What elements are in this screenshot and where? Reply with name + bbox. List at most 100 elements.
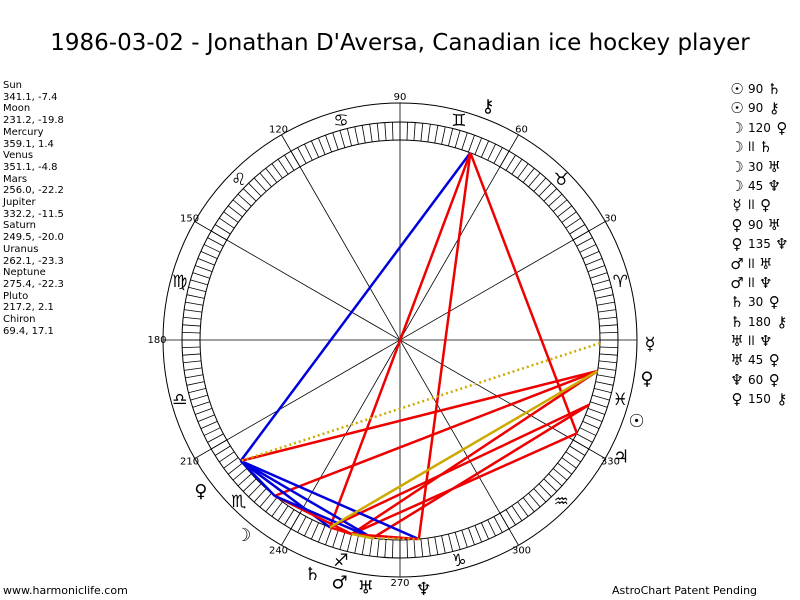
aspect-planet-2-icon: ⚷ (768, 99, 780, 118)
degree-tick (528, 492, 541, 508)
aspect-planet-1-icon: ♀ (731, 215, 743, 234)
degree-tick (420, 538, 424, 557)
aries-glyph: ♈ (613, 272, 628, 292)
aspect-row: ♀ 90 ♅ (729, 216, 790, 235)
degree-tick (454, 130, 461, 148)
degree-tick (369, 124, 373, 143)
degree-tick (598, 360, 617, 364)
degree-tick (237, 473, 252, 487)
degree-label: 180 (147, 335, 166, 346)
degree-tick (505, 154, 516, 171)
aspect-type: 30 (748, 295, 764, 310)
degree-tick (219, 217, 235, 229)
scorpio-glyph: ♏ (231, 492, 246, 512)
degree-tick (487, 519, 496, 537)
degree-tick (354, 535, 359, 554)
degree-tick (376, 123, 380, 142)
degree-tick (391, 122, 394, 141)
degree-tick (552, 199, 568, 212)
degree-tick (253, 488, 267, 503)
degree-tick (384, 539, 387, 558)
aspect-planet-2-icon: ♀ (776, 118, 788, 137)
aspect-planet-1-icon: ☽ (730, 157, 744, 176)
degree-tick (223, 211, 239, 223)
degree-tick (579, 244, 597, 253)
degree-tick (406, 539, 409, 558)
aspect-row: ☽ ll ♄ (729, 138, 790, 157)
degree-tick (576, 433, 593, 443)
position-name: Saturn (3, 220, 37, 232)
degree-tick (277, 159, 289, 175)
aspect-planet-2-icon: ♀ (760, 196, 772, 215)
aspect-line (417, 152, 472, 540)
degree-tick (441, 126, 446, 145)
degree-tick (185, 301, 204, 306)
degree-tick (346, 128, 353, 147)
planet-positions-list: Sun 341.1, -7.4 Moon 231.2, -19.8 Mercury 359… (3, 80, 64, 337)
degree-tick (561, 211, 577, 223)
degree-tick (200, 420, 218, 430)
degree-tick (565, 217, 581, 229)
position-value: 275.4, -22.3 (3, 278, 64, 290)
degree-tick (517, 501, 529, 517)
cancer-glyph: ♋ (333, 111, 348, 131)
degree-label: 270 (390, 578, 409, 589)
degree-tick (297, 516, 307, 533)
position-name: Sun (3, 80, 23, 91)
degree-tick (183, 316, 202, 320)
degree-tick (454, 532, 461, 550)
degree-tick (592, 279, 610, 286)
degree-tick (332, 530, 339, 548)
degree-tick (182, 331, 201, 334)
degree-tick (317, 525, 326, 543)
aspect-planet-1-icon: ♄ (730, 312, 744, 331)
degree-tick (265, 497, 278, 513)
position-name: Venus (3, 150, 34, 162)
aspect-line (350, 369, 599, 536)
aspect-type: 45 (748, 353, 764, 368)
aspect-line (240, 459, 420, 541)
degree-tick (310, 522, 320, 540)
aspect-row: ☉ 90 ⚷ (729, 99, 790, 118)
aspect-planet-2-icon: ♆ (758, 273, 773, 292)
degree-tick (596, 301, 615, 306)
degree-tick (434, 536, 439, 555)
degree-tick (325, 135, 332, 153)
degree-tick (585, 414, 603, 423)
degree-tick (533, 177, 547, 192)
degree-tick (219, 451, 235, 463)
degree-tick (227, 462, 243, 475)
degree-tick (447, 128, 454, 147)
degree-tick (474, 525, 483, 543)
degree-tick (548, 473, 563, 487)
degree-tick (183, 360, 202, 364)
degree-tick (214, 224, 231, 235)
parallel-line (351, 532, 373, 540)
degree-tick (599, 331, 618, 334)
degree-tick (185, 374, 204, 379)
degree-tick (242, 188, 257, 202)
aspect-type: ll (748, 140, 755, 155)
position-value: 332.2, -11.5 (3, 208, 64, 220)
aspect-planet-1-icon: ☉ (730, 99, 744, 118)
degree-tick (361, 125, 366, 144)
degree-tick (582, 250, 600, 260)
degree-tick (339, 130, 346, 148)
degree-tick (565, 451, 581, 463)
degree-tick (468, 135, 475, 153)
aspect-type: ll (748, 334, 755, 349)
aspect-line (239, 460, 276, 497)
degree-tick (277, 505, 289, 521)
degree-tick (200, 250, 218, 260)
aspect-type: 45 (748, 178, 764, 193)
aspect-type: ll (748, 275, 755, 290)
aspect-planet-1-icon: ☽ (730, 138, 744, 157)
pisces-glyph: ♓ (613, 390, 628, 410)
degree-tick (242, 478, 257, 492)
chart-title: 1986-03-02 - Jonathan D'Aversa, Canadian… (50, 30, 750, 56)
leo-glyph: ♌ (231, 170, 246, 190)
degree-tick (384, 122, 387, 141)
degree-tick (596, 374, 615, 379)
aspect-planet-1-icon: ♅ (730, 351, 744, 370)
aspect-type: 60 (748, 372, 764, 387)
